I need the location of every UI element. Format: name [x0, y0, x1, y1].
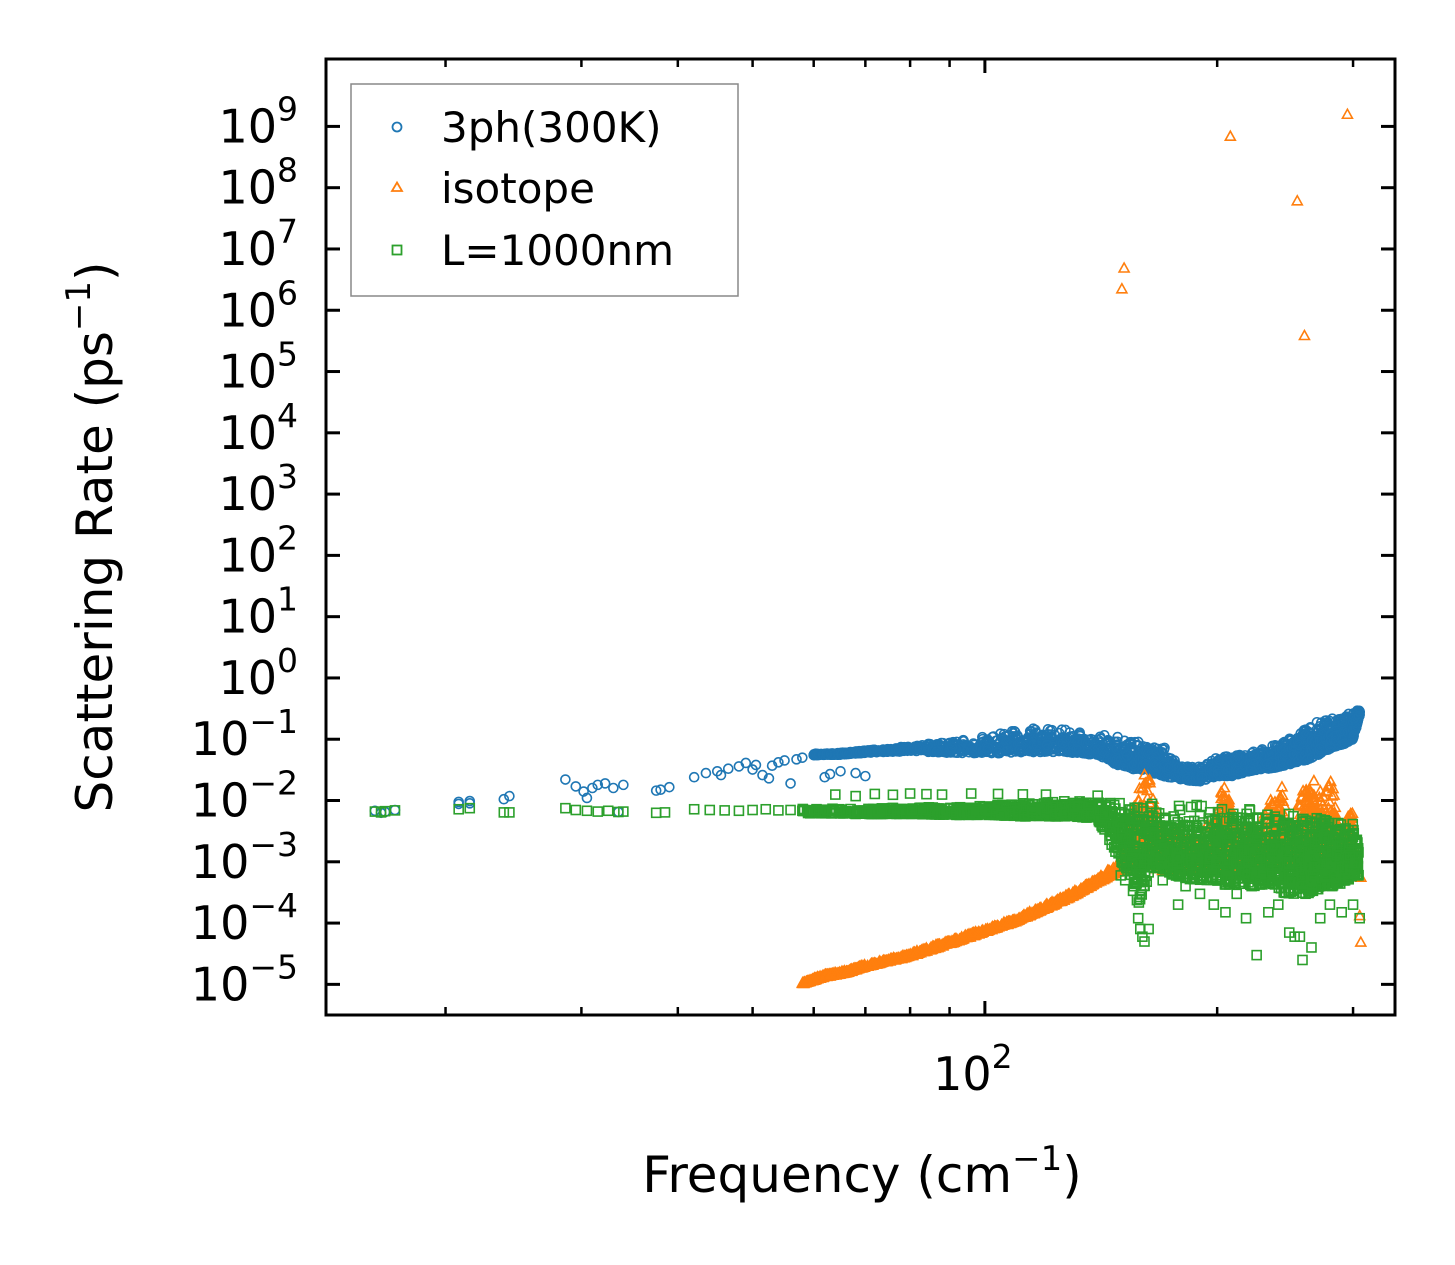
data-point [992, 747, 1004, 758]
data-point [982, 742, 994, 754]
data-point [1092, 744, 1103, 755]
data-point [1071, 744, 1082, 755]
data-point [1183, 762, 1194, 774]
data-point [893, 745, 905, 757]
data-point [946, 742, 958, 753]
data-point [1099, 729, 1110, 741]
data-point [995, 728, 1006, 739]
data-point [1041, 739, 1053, 751]
data-point [1032, 728, 1043, 740]
data-point [1247, 758, 1259, 769]
data-point [931, 746, 943, 757]
data-point [865, 745, 877, 757]
data-point [1071, 736, 1083, 748]
data-point [1248, 746, 1259, 758]
data-point [962, 743, 974, 755]
data-point [1137, 747, 1149, 759]
data-point [988, 731, 999, 742]
data-point [1151, 759, 1163, 771]
series-layer [369, 107, 1368, 989]
data-point [945, 744, 956, 755]
data-point [1245, 763, 1257, 774]
data-point [1047, 741, 1058, 753]
data-point [1011, 730, 1023, 742]
data-point [836, 748, 847, 760]
data-point [1163, 762, 1175, 774]
data-point [1184, 775, 1196, 786]
data-point [1158, 759, 1169, 771]
data-point [1212, 768, 1224, 780]
data-point [1248, 750, 1260, 761]
data-point [879, 744, 891, 756]
data-point [1229, 754, 1241, 765]
data-point [1140, 745, 1151, 757]
data-point [1118, 742, 1130, 754]
data-point [872, 745, 883, 756]
data-point [1112, 736, 1123, 748]
data-point [1158, 744, 1170, 755]
data-point [1022, 732, 1034, 743]
data-point [1213, 754, 1225, 765]
data-point [1109, 752, 1121, 764]
data-point [1259, 753, 1270, 764]
data-point [907, 744, 918, 755]
data-point [989, 743, 1001, 755]
data-point [1045, 729, 1057, 740]
data-point [911, 742, 923, 754]
data-point [1125, 739, 1136, 750]
data-point [1176, 761, 1188, 772]
data-point [1097, 745, 1108, 757]
data-point [821, 748, 832, 760]
data-point [1056, 732, 1068, 743]
data-point [1196, 772, 1208, 784]
data-point [813, 748, 825, 760]
data-point [1105, 736, 1116, 748]
data-point [1261, 758, 1273, 770]
series-3ph-300k- [369, 705, 1365, 819]
data-point [1057, 737, 1069, 749]
data-point [1014, 744, 1026, 755]
data-point [966, 742, 978, 754]
data-point [890, 743, 902, 754]
